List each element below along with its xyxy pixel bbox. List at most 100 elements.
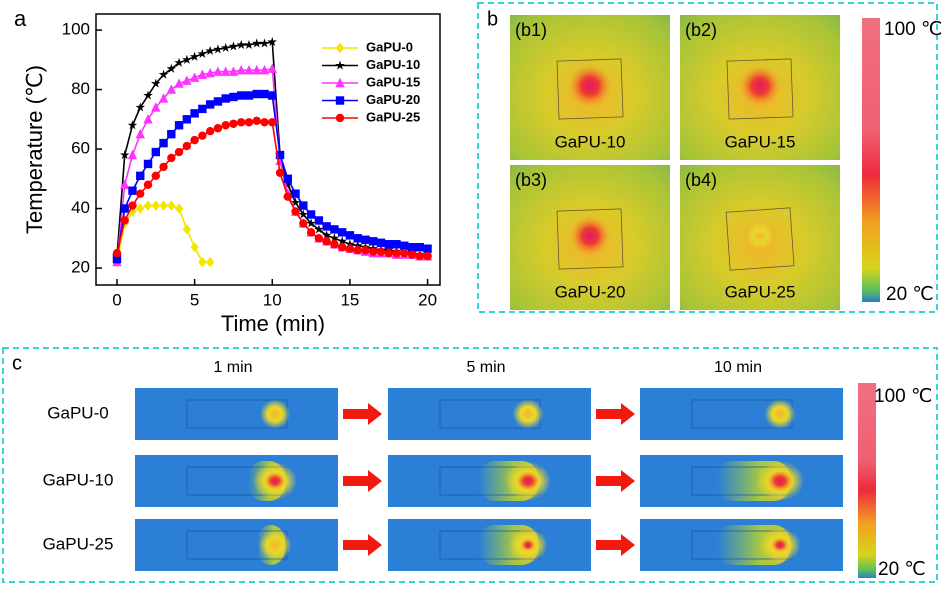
data-point xyxy=(307,228,315,236)
arrow xyxy=(343,534,382,556)
hot-spot xyxy=(765,399,796,429)
data-point xyxy=(237,91,245,99)
x-axis-title: Time (min) xyxy=(221,311,325,336)
panel-label: a xyxy=(14,6,27,31)
y-tick-label: 80 xyxy=(71,79,90,98)
data-point xyxy=(175,148,183,156)
image-tag: (b2) xyxy=(685,20,717,40)
data-point xyxy=(144,200,152,210)
thermal-image xyxy=(388,388,591,440)
x-tick-label: 5 xyxy=(190,290,199,309)
data-point xyxy=(338,243,346,251)
data-point xyxy=(284,175,292,183)
image-label: GaPU-10 xyxy=(555,132,626,151)
data-point xyxy=(183,142,191,150)
data-point xyxy=(299,201,307,209)
data-point xyxy=(346,245,354,253)
data-point xyxy=(143,90,153,99)
sample-label: GaPU-0 xyxy=(47,403,108,422)
y-tick-label: 100 xyxy=(62,20,90,39)
data-point xyxy=(353,246,361,254)
data-point xyxy=(253,117,261,125)
data-point xyxy=(353,234,361,242)
data-point xyxy=(268,64,277,73)
data-point xyxy=(183,224,191,234)
data-point xyxy=(315,216,323,224)
data-point xyxy=(276,169,284,177)
data-point xyxy=(159,200,167,210)
y-tick-label: 60 xyxy=(71,139,90,158)
time-label: 5 min xyxy=(466,359,505,376)
data-point xyxy=(299,219,307,227)
data-point xyxy=(369,247,377,255)
x-tick-label: 20 xyxy=(418,290,437,309)
arrow xyxy=(596,403,635,425)
data-point xyxy=(190,136,198,144)
data-point xyxy=(206,100,214,108)
data-point xyxy=(385,249,393,257)
colorbar xyxy=(862,18,880,302)
hot-spot xyxy=(739,65,781,107)
figure: a0510152020406080100Time (min)Temperatur… xyxy=(0,0,941,585)
sample-label: GaPU-25 xyxy=(43,534,114,553)
data-point xyxy=(377,247,385,255)
data-point xyxy=(322,222,330,230)
data-point xyxy=(268,91,276,99)
data-point xyxy=(136,129,145,138)
data-point xyxy=(221,94,229,102)
data-point xyxy=(136,189,144,197)
data-point xyxy=(214,97,222,105)
data-point xyxy=(198,257,206,267)
data-point xyxy=(136,172,144,180)
data-point xyxy=(361,246,369,254)
data-point xyxy=(392,240,400,248)
image-tag: (b4) xyxy=(685,170,717,190)
data-point xyxy=(128,201,136,209)
legend-label: GaPU-10 xyxy=(366,57,420,72)
data-point xyxy=(159,139,167,147)
data-point xyxy=(128,150,137,159)
image-label: GaPU-20 xyxy=(555,282,626,301)
legend-marker xyxy=(336,43,344,53)
panel-label: b xyxy=(487,8,498,30)
data-point xyxy=(369,237,377,245)
x-tick-label: 15 xyxy=(340,290,359,309)
legend-label: GaPU-15 xyxy=(366,74,420,89)
image-label: GaPU-15 xyxy=(725,132,796,151)
data-point xyxy=(408,243,416,251)
hot-core xyxy=(516,471,539,491)
data-point xyxy=(408,250,416,258)
data-point xyxy=(330,225,338,233)
data-point xyxy=(416,243,424,251)
data-point xyxy=(221,121,229,129)
data-point xyxy=(423,245,431,253)
arrow xyxy=(343,470,382,492)
thermal-image xyxy=(640,388,843,440)
data-point xyxy=(260,118,268,126)
data-point xyxy=(152,148,160,156)
colorbar-min: 20 ℃ xyxy=(886,284,934,305)
data-point xyxy=(307,210,315,218)
data-point xyxy=(245,91,253,99)
data-point xyxy=(167,130,175,138)
time-label: 10 min xyxy=(714,359,762,376)
image-tag: (b1) xyxy=(515,20,547,40)
legend-label: GaPU-20 xyxy=(366,92,420,107)
data-point xyxy=(346,231,354,239)
hot-spot xyxy=(513,399,544,429)
colorbar-min: 20 ℃ xyxy=(878,559,926,580)
data-point xyxy=(315,234,323,242)
x-tick-label: 10 xyxy=(263,290,282,309)
thermal-image xyxy=(135,519,338,571)
data-point xyxy=(214,124,222,132)
data-point xyxy=(198,131,206,139)
image-label: GaPU-25 xyxy=(725,282,796,301)
hot-core xyxy=(265,472,286,490)
data-point xyxy=(245,118,253,126)
y-tick-label: 40 xyxy=(71,198,90,217)
data-point xyxy=(423,252,431,260)
data-point xyxy=(159,163,167,171)
data-point xyxy=(175,121,183,129)
data-point xyxy=(237,118,245,126)
